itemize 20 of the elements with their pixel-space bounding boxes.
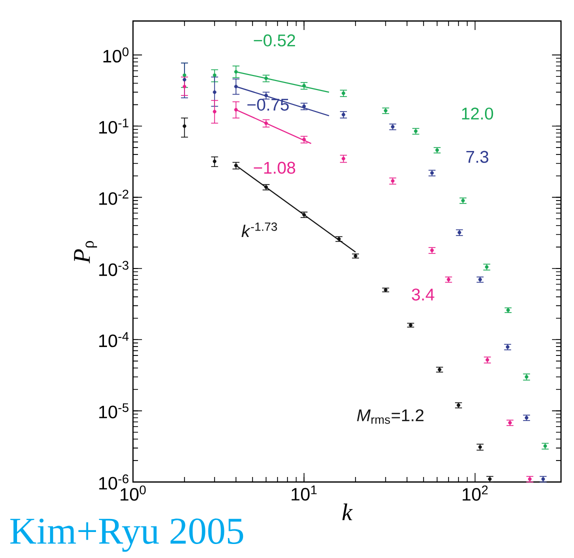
y-tick-label: 10$^{-1}$ [99,118,128,134]
text: 7.3 [466,150,488,163]
series-label: −0.52 [254,34,296,46]
x-tick-label: 10$^{1}$ [292,486,317,501]
x-axis-title: k [342,504,353,520]
x-tick-label: 10$^{2}$ [462,486,488,501]
series-label: k$^{-1.73}$ [242,222,278,238]
y-tick-label: 10$^{-3}$ [99,260,128,276]
y-axis-title: P$_{ρ}$ [74,240,98,264]
text: Kim+Ryu 2005 [10,518,244,552]
series-label: M$_{rms}$=1.2 [357,409,424,424]
y-tick-label: 10$^{-5}$ [99,403,128,418]
series-label: 3.4 [412,288,434,301]
text: 12.0 [462,108,494,120]
series-label: −0.75 [247,98,289,111]
y-tick-label: 10$^{-2}$ [99,190,128,205]
y-tick-label: 10$^{-4}$ [99,332,129,348]
y-tick-label: 10$^{0}$ [103,47,128,63]
series-label: −1.08 [254,162,296,174]
x-tick-label: 10$^{0}$ [120,486,146,501]
